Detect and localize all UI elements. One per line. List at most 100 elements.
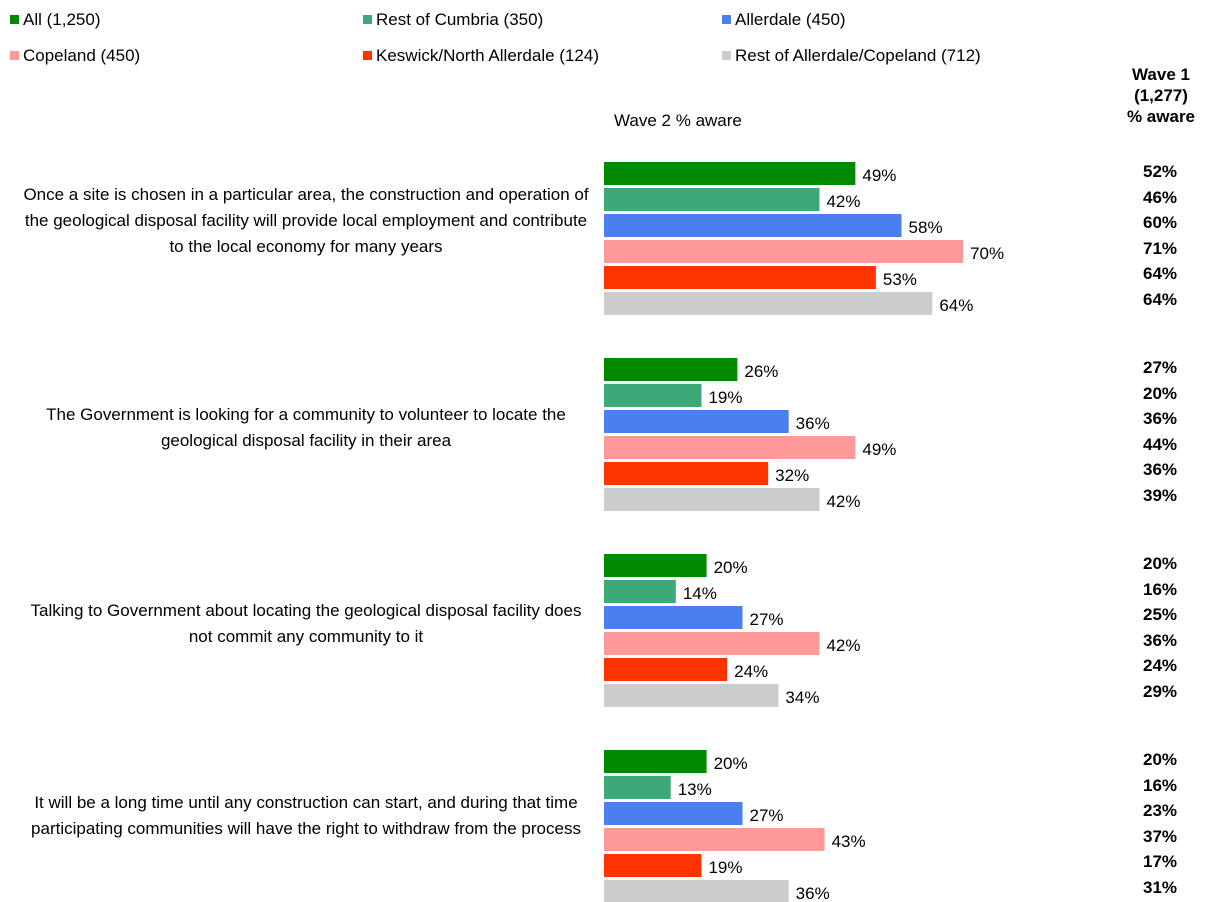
wave1-header-line-3: % aware bbox=[1126, 107, 1196, 126]
bar-data-label: 19% bbox=[708, 388, 742, 407]
bar-data-label: 42% bbox=[826, 636, 860, 655]
chart-legend: All (1,250) Rest of Cumbria (350) Allerdal… bbox=[0, 0, 1218, 70]
wave1-value: 46% bbox=[1142, 187, 1178, 207]
bar bbox=[604, 776, 671, 799]
bar bbox=[604, 266, 876, 289]
bar-data-label: 24% bbox=[734, 662, 768, 681]
bar-data-label: 42% bbox=[826, 192, 860, 211]
wave1-value: 36% bbox=[1142, 630, 1178, 650]
bar bbox=[604, 554, 707, 577]
bar bbox=[604, 188, 820, 211]
bar-data-label: 13% bbox=[678, 780, 712, 799]
category-label: The Government is looking for a communit… bbox=[46, 405, 566, 450]
bar-data-label: 27% bbox=[750, 610, 784, 629]
bar-data-label: 58% bbox=[909, 218, 943, 237]
bar bbox=[604, 292, 933, 315]
wave1-value: 20% bbox=[1142, 554, 1178, 573]
wave1-value: 17% bbox=[1142, 852, 1178, 872]
bar-group: 20% 14% 27% 42% 24% 34% bbox=[604, 554, 860, 707]
legend-swatch bbox=[363, 15, 372, 24]
legend-swatch bbox=[10, 51, 19, 60]
bar bbox=[604, 410, 789, 433]
wave1-value: 39% bbox=[1142, 486, 1178, 505]
legend-label: Keswick/North Allerdale (124) bbox=[376, 46, 599, 65]
legend-item: Rest of Cumbria (350) bbox=[363, 10, 543, 30]
bar-data-label: 49% bbox=[862, 166, 896, 185]
wave1-value: 64% bbox=[1142, 290, 1178, 309]
bar-group: 20%13% 27% 43% 19% 36% bbox=[604, 750, 866, 902]
bar-data-label: 19% bbox=[708, 858, 742, 877]
bar-data-label: 53% bbox=[883, 270, 917, 289]
wave1-value: 20% bbox=[1142, 750, 1178, 769]
bar-data-label: 27% bbox=[750, 806, 784, 825]
wave1-value: 16% bbox=[1142, 775, 1178, 795]
bar bbox=[604, 436, 856, 459]
bar-data-label: 26% bbox=[744, 362, 778, 381]
bar bbox=[604, 854, 702, 877]
wave1-value: 36% bbox=[1142, 460, 1178, 480]
bar-data-label: 64% bbox=[939, 296, 973, 315]
bar bbox=[604, 384, 702, 407]
bar bbox=[604, 632, 820, 655]
bar bbox=[604, 606, 743, 629]
wave1-value: 20% bbox=[1142, 383, 1178, 403]
wave2-header: Wave 2 % aware bbox=[614, 111, 742, 130]
wave1-header-line-2: (1,277) bbox=[1134, 86, 1188, 105]
legend-label: Rest of Allerdale/Copeland (712) bbox=[735, 46, 981, 65]
bar bbox=[604, 358, 738, 381]
wave1-value: 27% bbox=[1142, 358, 1178, 377]
bar-data-label: 42% bbox=[826, 492, 860, 511]
wave1-value: 37% bbox=[1142, 826, 1178, 846]
legend-label: All (1,250) bbox=[23, 10, 101, 29]
legend-swatch bbox=[363, 51, 372, 60]
legend-label: Allerdale (450) bbox=[735, 10, 846, 29]
wave1-value: 31% bbox=[1142, 878, 1178, 897]
wave1-value: 16% bbox=[1142, 579, 1178, 599]
bar-data-label: 14% bbox=[683, 584, 717, 603]
wave1-value: 60% bbox=[1142, 213, 1178, 233]
wave1-value: 25% bbox=[1142, 605, 1178, 625]
legend-swatch bbox=[722, 15, 731, 24]
bar bbox=[604, 462, 769, 485]
bar-group: 26%19% 36% 49% 32% 42% bbox=[604, 358, 896, 511]
bar-data-label: 32% bbox=[775, 466, 809, 485]
bar-data-label: 49% bbox=[862, 440, 896, 459]
bar-data-label: 43% bbox=[832, 832, 866, 851]
legend-swatch bbox=[10, 15, 19, 24]
bar-data-label: 20% bbox=[714, 754, 748, 773]
wave1-value: 36% bbox=[1142, 409, 1178, 429]
legend-item: Allerdale (450) bbox=[722, 10, 846, 30]
bar bbox=[604, 802, 743, 825]
bar bbox=[604, 750, 707, 773]
legend-label: Rest of Cumbria (350) bbox=[376, 10, 544, 29]
bar bbox=[604, 580, 676, 603]
legend-item: Copeland (450) bbox=[10, 46, 140, 66]
bar bbox=[604, 214, 902, 237]
legend-label: Copeland (450) bbox=[23, 46, 141, 65]
bar bbox=[604, 658, 728, 681]
legend-item: All (1,250) bbox=[10, 10, 100, 30]
bar-data-label: 34% bbox=[785, 688, 819, 707]
category-label: Once a site is chosen in a particular ar… bbox=[23, 185, 589, 256]
legend-item: Rest of Allerdale/Copeland (712) bbox=[722, 46, 981, 66]
legend-swatch bbox=[722, 51, 731, 60]
bar-data-label: 20% bbox=[714, 558, 748, 577]
bar bbox=[604, 684, 779, 707]
wave1-value: 29% bbox=[1142, 682, 1178, 701]
bar-group: 49%42% 58% 70% 53% 64% bbox=[604, 162, 1004, 315]
category-label: Talking to Government about locating the… bbox=[30, 601, 582, 646]
category-label: It will be a long time until any constru… bbox=[31, 793, 581, 838]
bar-data-label: 36% bbox=[796, 884, 830, 902]
bar bbox=[604, 828, 825, 851]
bar bbox=[604, 162, 856, 185]
bar-data-label: 70% bbox=[970, 244, 1004, 263]
wave1-value: 71% bbox=[1142, 238, 1178, 258]
bar bbox=[604, 880, 789, 902]
wave1-value: 44% bbox=[1142, 434, 1178, 454]
bar bbox=[604, 240, 964, 263]
wave1-value: 24% bbox=[1142, 656, 1178, 676]
wave1-value: 23% bbox=[1142, 801, 1178, 821]
bar bbox=[604, 488, 820, 511]
wave1-value: 64% bbox=[1142, 264, 1178, 284]
